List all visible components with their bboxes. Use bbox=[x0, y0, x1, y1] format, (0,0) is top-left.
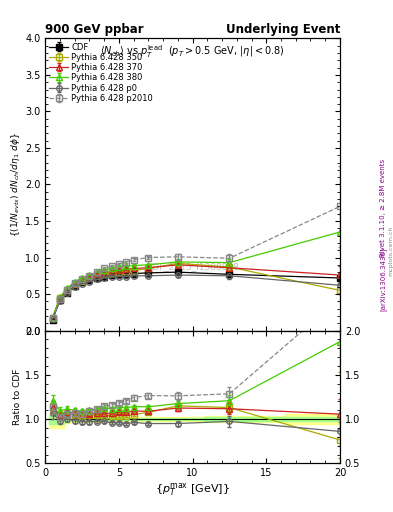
Text: $\langle N_{ch}\rangle$ vs $p_T^{\rm lead}$  ($p_T > 0.5$ GeV, $|\eta| < 0.8$): $\langle N_{ch}\rangle$ vs $p_T^{\rm lea… bbox=[100, 43, 285, 59]
Text: mcplots.cern.ch: mcplots.cern.ch bbox=[389, 226, 393, 276]
Text: [arXiv:1306.3436]: [arXiv:1306.3436] bbox=[380, 248, 387, 311]
Text: 900 GeV ppbar: 900 GeV ppbar bbox=[45, 23, 144, 36]
Text: CDF_2015_I1388868: CDF_2015_I1388868 bbox=[146, 262, 239, 271]
Text: Rivet 3.1.10, ≥ 2.8M events: Rivet 3.1.10, ≥ 2.8M events bbox=[380, 159, 386, 257]
Text: Underlying Event: Underlying Event bbox=[226, 23, 340, 36]
Y-axis label: Ratio to CDF: Ratio to CDF bbox=[13, 369, 22, 425]
X-axis label: $\{p_T^{\rm max}\ [\rm GeV]\}$: $\{p_T^{\rm max}\ [\rm GeV]\}$ bbox=[155, 481, 230, 498]
Legend: CDF, Pythia 6.428 350, Pythia 6.428 370, Pythia 6.428 380, Pythia 6.428 p0, Pyth: CDF, Pythia 6.428 350, Pythia 6.428 370,… bbox=[48, 41, 154, 104]
Y-axis label: $\{(1/N_{evts})\ dN_{ch}/d\eta_1\ d\phi\}$: $\{(1/N_{evts})\ dN_{ch}/d\eta_1\ d\phi\… bbox=[9, 132, 22, 237]
